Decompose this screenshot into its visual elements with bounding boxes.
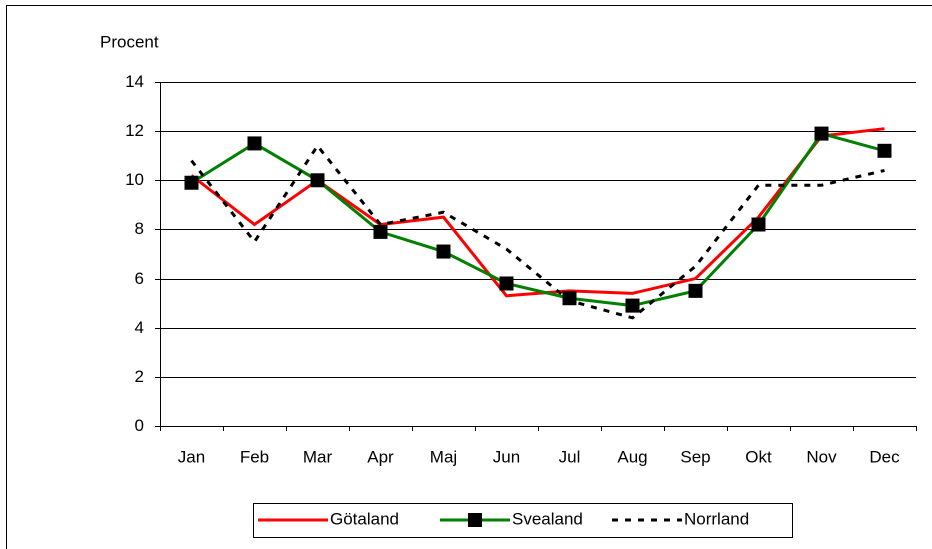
x-tick-label: Okt xyxy=(745,447,772,466)
x-tick-label: Jul xyxy=(559,447,581,466)
y-tick-label: 10 xyxy=(125,170,144,189)
x-tick-label: Apr xyxy=(367,447,394,466)
x-tick-label: Dec xyxy=(869,447,900,466)
legend-label: Norrland xyxy=(684,509,749,528)
x-tick-label: Jun xyxy=(493,447,520,466)
marker xyxy=(310,173,325,188)
legend-label: Svealand xyxy=(512,509,583,528)
marker xyxy=(184,175,199,190)
legend-label: Götaland xyxy=(330,509,399,528)
marker xyxy=(499,276,514,291)
x-tick-label: Mar xyxy=(303,447,333,466)
marker xyxy=(247,136,262,151)
marker xyxy=(625,298,640,313)
chart-border xyxy=(6,5,932,549)
marker xyxy=(688,283,703,298)
y-tick-label: 8 xyxy=(135,219,144,238)
marker xyxy=(751,217,766,232)
marker xyxy=(877,143,892,158)
y-tick-label: 12 xyxy=(125,121,144,140)
y-tick-label: 0 xyxy=(135,416,144,435)
x-tick-label: Nov xyxy=(806,447,837,466)
y-tick-label: 2 xyxy=(135,367,144,386)
x-tick-label: Aug xyxy=(617,447,647,466)
marker xyxy=(562,291,577,306)
y-tick-label: 14 xyxy=(125,72,144,91)
legend-marker xyxy=(468,513,482,527)
x-tick-label: Feb xyxy=(240,447,269,466)
series-line xyxy=(190,143,885,320)
legend-box xyxy=(253,503,793,538)
x-tick-label: Sep xyxy=(680,447,710,466)
marker xyxy=(373,224,388,239)
y-axis-label: Procent xyxy=(100,32,159,51)
y-tick-label: 4 xyxy=(135,318,144,337)
marker xyxy=(814,126,829,141)
series-line xyxy=(190,127,885,298)
marker xyxy=(436,244,451,259)
x-tick-label: Maj xyxy=(430,447,457,466)
x-tick-label: Jan xyxy=(178,447,205,466)
y-tick-label: 6 xyxy=(135,269,144,288)
series-line xyxy=(190,131,885,308)
